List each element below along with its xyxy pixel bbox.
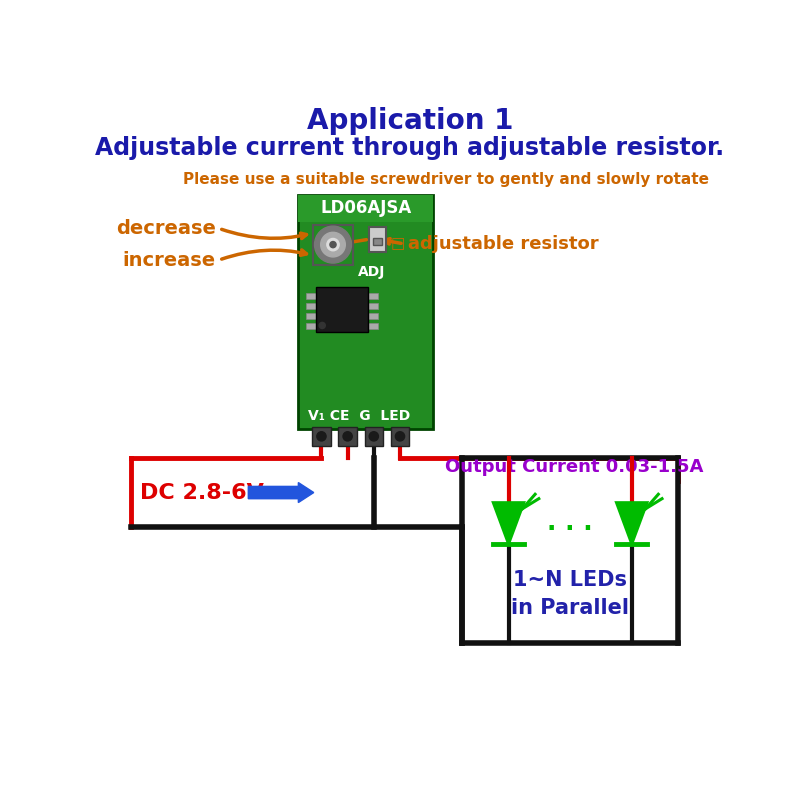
Circle shape xyxy=(395,432,405,441)
Text: Adjustable current through adjustable resistor.: Adjustable current through adjustable re… xyxy=(95,136,725,160)
FancyBboxPatch shape xyxy=(369,293,378,298)
FancyBboxPatch shape xyxy=(373,238,382,246)
FancyBboxPatch shape xyxy=(369,227,386,251)
FancyBboxPatch shape xyxy=(365,427,383,446)
Circle shape xyxy=(330,242,336,248)
Circle shape xyxy=(317,432,326,441)
FancyBboxPatch shape xyxy=(306,313,316,318)
FancyBboxPatch shape xyxy=(306,293,316,298)
Text: 1~N LEDs: 1~N LEDs xyxy=(513,570,627,590)
FancyBboxPatch shape xyxy=(316,287,369,332)
Circle shape xyxy=(327,238,339,250)
Circle shape xyxy=(343,432,352,441)
FancyBboxPatch shape xyxy=(298,194,433,222)
FancyBboxPatch shape xyxy=(312,427,330,446)
FancyArrow shape xyxy=(248,482,314,502)
FancyBboxPatch shape xyxy=(338,427,357,446)
Polygon shape xyxy=(616,502,647,544)
FancyBboxPatch shape xyxy=(369,313,378,318)
FancyBboxPatch shape xyxy=(390,427,410,446)
FancyBboxPatch shape xyxy=(298,194,433,430)
Polygon shape xyxy=(493,502,524,544)
Text: ADJ: ADJ xyxy=(358,265,386,278)
Text: □: □ xyxy=(391,236,406,251)
FancyBboxPatch shape xyxy=(306,303,316,309)
Circle shape xyxy=(321,232,346,257)
Circle shape xyxy=(314,226,351,263)
FancyBboxPatch shape xyxy=(369,303,378,309)
Text: in Parallel: in Parallel xyxy=(511,598,629,618)
Text: Please use a suitable screwdriver to gently and slowly rotate: Please use a suitable screwdriver to gen… xyxy=(183,172,709,186)
Text: V₁ CE  G  LED: V₁ CE G LED xyxy=(307,410,410,423)
Text: decrease: decrease xyxy=(116,219,216,238)
Text: DC 2.8-6V: DC 2.8-6V xyxy=(141,482,264,502)
Circle shape xyxy=(369,432,378,441)
Circle shape xyxy=(319,322,326,329)
Text: Output Current 0.03-1.5A: Output Current 0.03-1.5A xyxy=(445,458,703,476)
FancyBboxPatch shape xyxy=(369,323,378,329)
Text: Application 1: Application 1 xyxy=(307,107,513,135)
Text: LD06AJSA: LD06AJSA xyxy=(320,199,411,218)
Text: increase: increase xyxy=(123,250,216,270)
FancyBboxPatch shape xyxy=(306,323,316,329)
Text: adjustable resistor: adjustable resistor xyxy=(409,235,599,253)
Text: . . .: . . . xyxy=(547,511,593,535)
